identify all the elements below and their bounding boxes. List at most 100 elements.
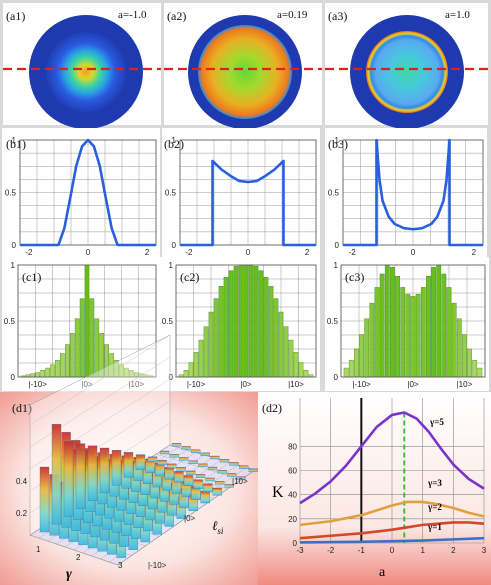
d1-bar <box>157 460 167 466</box>
c2-label: (c2) <box>180 270 199 284</box>
c3-label: (c3) <box>345 270 364 284</box>
d2-series-label: γ=1 <box>427 522 442 532</box>
c2-xtick: |10> <box>288 380 304 389</box>
c3-bar <box>441 273 447 378</box>
d1-bar <box>87 445 98 501</box>
b3-xtick: -2 <box>349 248 357 257</box>
d1-bar <box>159 450 170 455</box>
panel-c2: |-10> |0> |10> 0 0.5 1 (c2) <box>160 257 320 391</box>
c2-bar <box>303 370 309 378</box>
d2-xtick: 2 <box>451 546 456 555</box>
d1-bar <box>207 466 218 471</box>
c3-bar <box>369 302 375 378</box>
c3-bar <box>415 293 421 378</box>
c1-bar <box>89 298 95 378</box>
d1-ztick-10: |10> <box>232 477 248 486</box>
d1-bar <box>217 470 227 474</box>
b2-bg <box>162 128 320 259</box>
c3-bar <box>436 264 442 378</box>
c2-bar <box>193 352 199 378</box>
c2-bar <box>218 286 224 378</box>
panel-d2-bg <box>258 392 491 585</box>
c2-bar <box>248 264 254 378</box>
d1-bar <box>203 483 213 493</box>
d2-series-line <box>299 411 485 505</box>
d1-bar <box>99 447 110 494</box>
disc-a2-inner <box>198 25 292 119</box>
d2-xtick: 1 <box>420 546 425 555</box>
d1-bar <box>63 441 74 517</box>
c1-ytick: 0.5 <box>4 317 16 326</box>
b1-xtick: -2 <box>25 248 33 257</box>
d2-series-label: γ=2 <box>427 502 442 512</box>
c3-ytick: 1 <box>334 261 339 270</box>
d1-xlabel: γ <box>66 567 72 582</box>
c1-ytick: 0 <box>11 373 16 382</box>
c1-bar <box>50 364 55 378</box>
b1-ytick: 0.5 <box>5 189 17 198</box>
panel-label-b1: (b1) <box>6 137 26 151</box>
d1-bar <box>174 471 184 483</box>
c1-bar <box>55 360 60 378</box>
panel-a3: (a3) a=1.0 <box>325 3 488 129</box>
d2-ytick: 40 <box>288 491 297 500</box>
c1-frame <box>17 264 157 378</box>
c3-bar <box>374 287 380 378</box>
c1-bar <box>40 370 45 378</box>
d1-bar <box>75 443 86 509</box>
c2-bar <box>198 339 204 378</box>
d1-ztick-0: |0> <box>184 514 196 523</box>
d1-bar <box>167 463 177 469</box>
d2-xtick: -1 <box>358 546 366 555</box>
c2-bar <box>273 298 279 378</box>
b1-xtick: 0 <box>86 248 91 257</box>
d1-bar <box>229 462 239 466</box>
c2-bar <box>208 311 214 378</box>
d2-xtick: -3 <box>296 546 304 555</box>
c3-ytick: 0.5 <box>327 317 339 326</box>
c3-bar <box>354 348 359 378</box>
d1-bar <box>195 474 206 478</box>
c2-xtick: |0> <box>240 380 252 389</box>
b2-profile-line <box>180 159 316 247</box>
disc-a3-inner <box>366 31 448 113</box>
b3-ytick: 0.5 <box>328 189 340 198</box>
c3-frame <box>340 264 486 378</box>
c3-xtick: |-10> <box>352 380 371 389</box>
d1-bar <box>111 450 122 486</box>
d1-ylabel: ℓsi <box>212 518 224 536</box>
c3-bar <box>343 367 349 378</box>
c1-bar <box>65 344 70 378</box>
d2-series-label: γ=5 <box>429 417 444 427</box>
c1-label: (c1) <box>22 270 41 284</box>
c1-bar <box>35 372 40 378</box>
panel-label-d2: (d2) <box>262 401 282 415</box>
c2-bar <box>183 370 189 378</box>
b1-xtick: 2 <box>145 248 150 257</box>
d1-bar <box>147 456 158 462</box>
c2-bar <box>278 311 284 378</box>
b3-xtick: 0 <box>411 248 416 257</box>
c3-bar <box>467 348 472 378</box>
d1-bar <box>210 455 220 460</box>
c2-bar <box>233 265 239 378</box>
c3-bar <box>359 334 364 378</box>
d2-plot: 0 20 40 60 80 -3 -2 -1 0 1 2 3 γ=5 γ=3 γ=2 γ=1 <box>288 398 487 555</box>
d2-ytick: 20 <box>288 515 297 524</box>
panel-label-a2: (a2) <box>167 9 186 23</box>
c3-bar <box>431 267 436 378</box>
c3-bar <box>348 360 354 378</box>
c3-bar <box>456 318 462 378</box>
d1-bar <box>188 460 198 464</box>
panel-c1: |-10> |0> |10> 0 0.5 1 (c1) <box>2 257 160 391</box>
c3-bar <box>395 276 400 378</box>
d1-bar <box>200 490 210 504</box>
d1-bar <box>191 449 201 453</box>
d1-xtick-1: 1 <box>36 545 41 554</box>
d1-bar <box>179 457 189 461</box>
c2-bar <box>223 277 229 378</box>
d1-bar <box>227 473 237 477</box>
b1-profile-line <box>20 138 156 247</box>
d1-bar <box>176 467 186 472</box>
